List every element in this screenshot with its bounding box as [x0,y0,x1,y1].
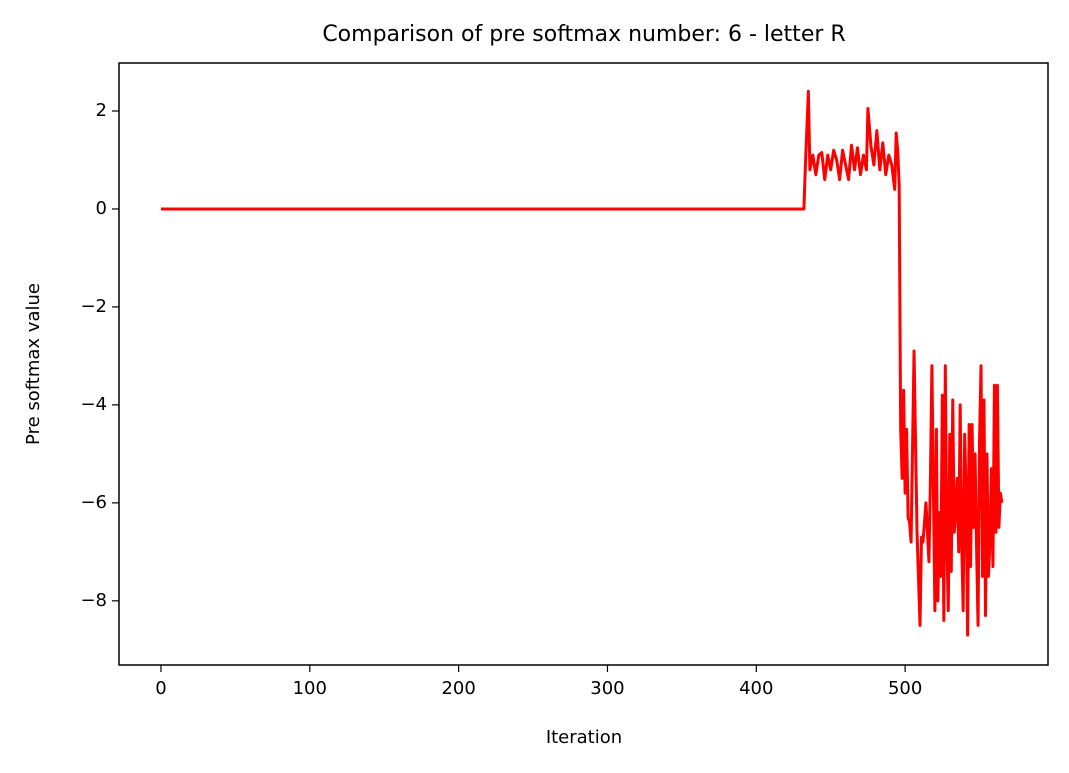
x-tick-label: 500 [888,678,922,699]
y-axis-label: Pre softmax value [23,283,44,445]
y-tick-label: −8 [80,590,107,611]
data-line [160,89,1004,637]
y-tick-label: 0 [96,198,107,219]
y-tick-label: 2 [96,100,107,121]
plot-frame [118,62,1049,666]
x-tick-label: 100 [293,678,327,699]
y-tick-label: −2 [80,296,107,317]
x-tick-label: 200 [441,678,475,699]
chart-title: Comparison of pre softmax number: 6 - le… [322,22,845,47]
x-tick-label: 300 [590,678,624,699]
x-axis-label: Iteration [546,727,622,748]
y-tick-label: −4 [80,394,107,415]
x-tick-label: 400 [739,678,773,699]
y-tick-label: −6 [80,492,107,513]
x-tick-label: 0 [155,678,166,699]
